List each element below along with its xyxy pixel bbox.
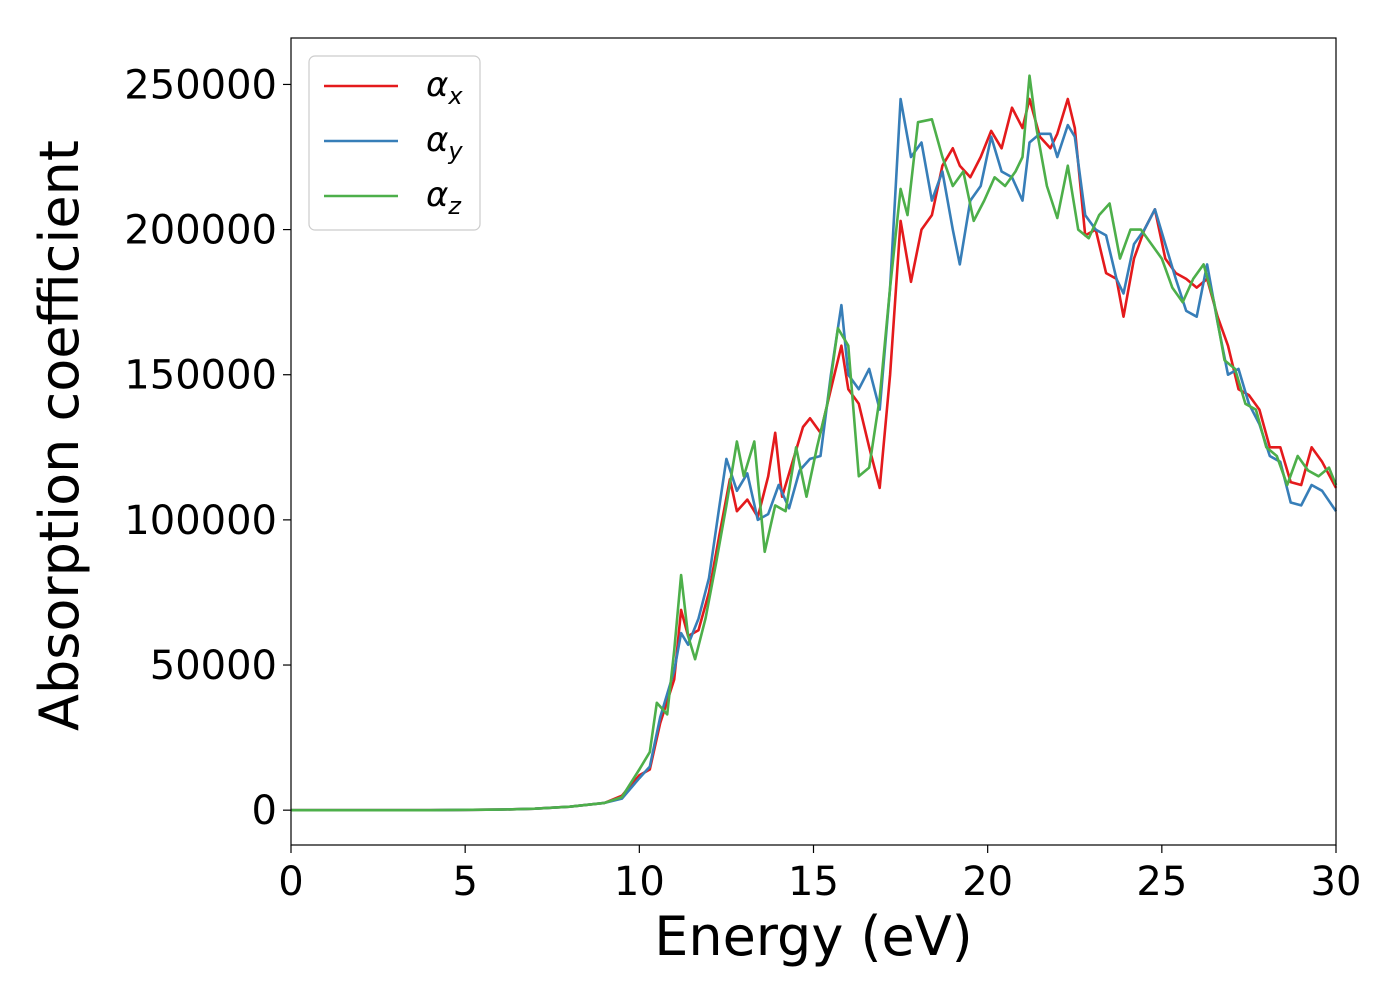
x-tick-label: 20 — [962, 859, 1013, 905]
y-tick-label: 0 — [252, 788, 277, 834]
x-tick-label: 0 — [278, 859, 303, 905]
y-tick-label: 200000 — [124, 208, 277, 254]
y-axis: 0 50000 100000 150000 200000 250000 — [124, 62, 291, 834]
legend-label-y: αy — [426, 120, 463, 165]
legend-label-x: αx — [426, 65, 463, 110]
series-line-z — [291, 74, 1338, 812]
y-tick-label: 150000 — [124, 353, 277, 399]
y-axis-label: Absorption coefficient — [28, 140, 91, 731]
legend-box — [308, 55, 481, 231]
x-axis-label: Energy (eV) — [654, 905, 973, 968]
x-axis: 0 5 10 15 20 25 30 — [278, 845, 1361, 905]
x-tick-label: 25 — [1136, 859, 1187, 905]
series-line-y — [291, 97, 1338, 812]
legend: αx αy αz — [308, 55, 481, 231]
y-tick-label: 100000 — [124, 498, 277, 544]
x-tick-label: 30 — [1311, 859, 1362, 905]
legend-label-z: αz — [426, 175, 462, 220]
y-tick-label: 50000 — [150, 643, 277, 689]
y-tick-label: 250000 — [124, 62, 277, 108]
x-tick-label: 15 — [788, 859, 839, 905]
x-tick-label: 5 — [452, 859, 477, 905]
x-tick-label: 10 — [614, 859, 665, 905]
plot-lines — [291, 74, 1338, 812]
